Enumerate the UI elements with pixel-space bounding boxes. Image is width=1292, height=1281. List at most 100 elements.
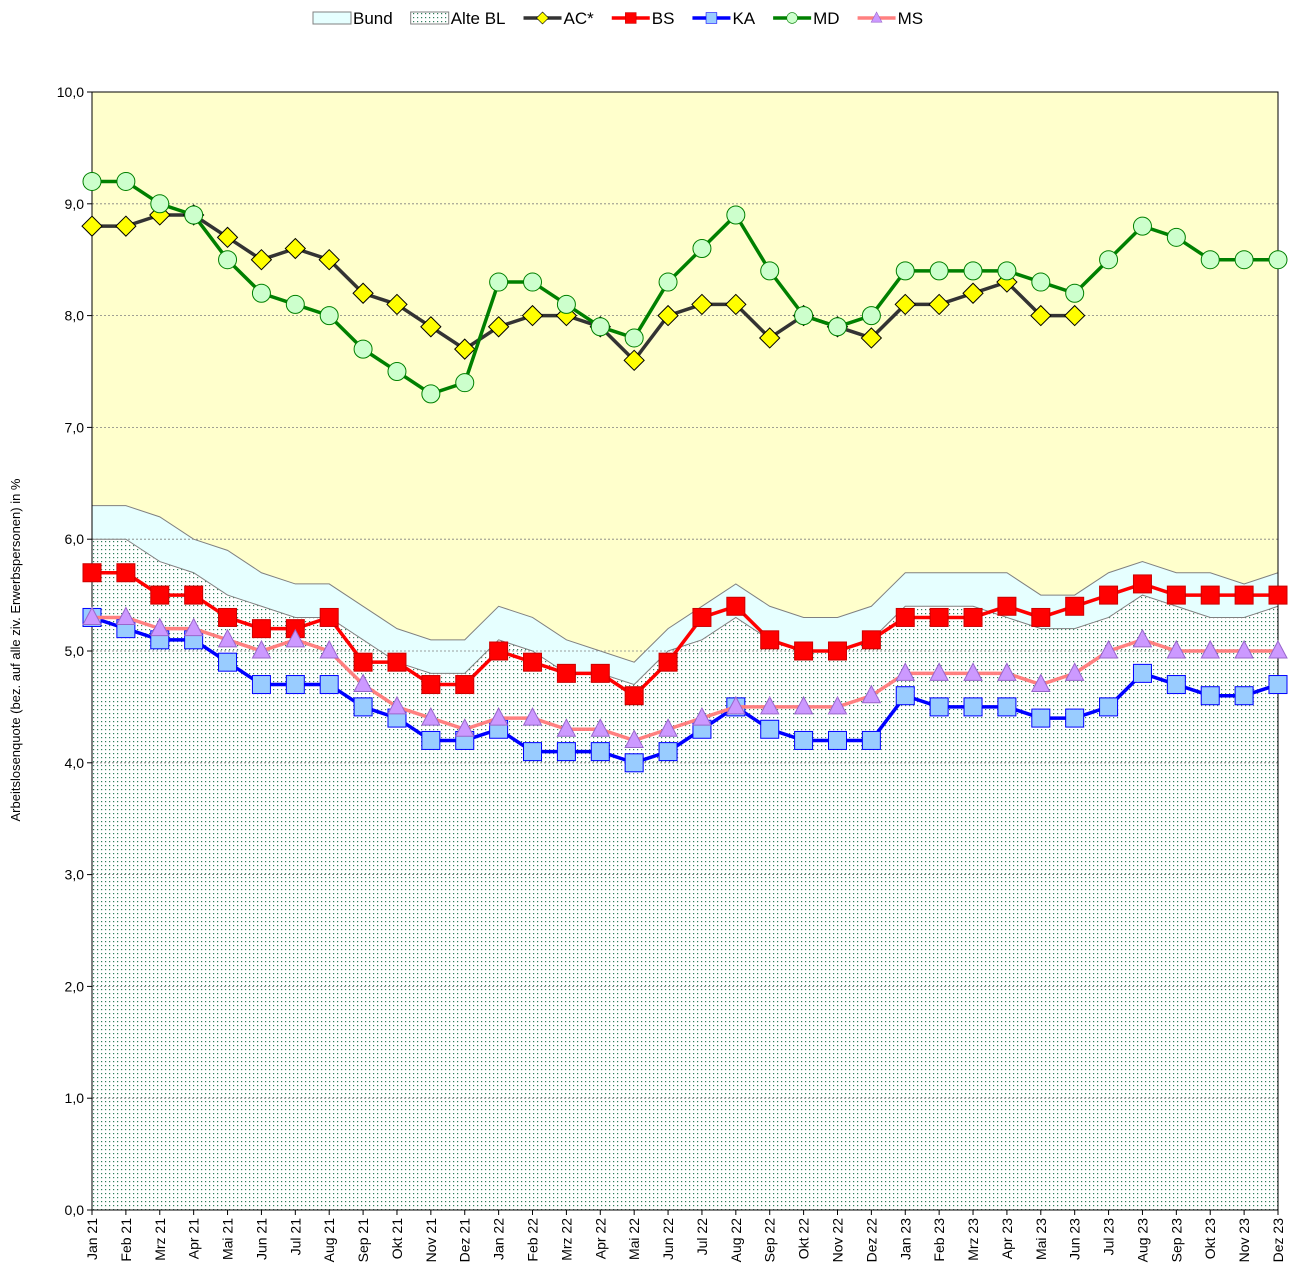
data-point	[692, 239, 712, 259]
data-point	[556, 718, 577, 737]
data-point	[1268, 675, 1288, 695]
legend-label: Bund	[353, 9, 393, 28]
data-point	[115, 215, 137, 237]
data-point	[861, 684, 882, 704]
data-point	[1234, 639, 1254, 659]
data-point	[1064, 662, 1085, 681]
data-point	[150, 585, 170, 605]
data-point	[217, 628, 238, 648]
data-point	[116, 171, 136, 191]
data-point	[150, 194, 170, 214]
x-tick-label: Jul 23	[1101, 1218, 1117, 1256]
data-point	[590, 742, 610, 762]
data-point	[521, 304, 544, 327]
data-point	[861, 630, 881, 650]
data-point	[793, 695, 814, 715]
data-point	[1166, 675, 1186, 695]
legend-marker	[625, 12, 637, 24]
y-tick-label: 3,0	[65, 867, 85, 883]
data-point	[794, 306, 814, 326]
data-point	[353, 652, 373, 672]
data-point	[692, 707, 712, 726]
data-point	[827, 695, 848, 715]
x-tick-label: Dez 23	[1270, 1218, 1286, 1263]
x-tick-label: Feb 22	[525, 1218, 541, 1262]
data-point	[319, 306, 339, 326]
data-point	[929, 697, 949, 717]
data-point	[1132, 663, 1152, 683]
y-tick-label: 2,0	[65, 978, 85, 994]
data-point	[352, 282, 374, 304]
data-point	[590, 663, 610, 683]
data-point	[421, 675, 441, 695]
x-tick-label: Jun 23	[1067, 1218, 1083, 1260]
data-point	[455, 373, 475, 393]
data-point	[963, 697, 983, 717]
data-point	[1234, 585, 1254, 605]
data-point	[250, 248, 273, 271]
y-tick-label: 1,0	[65, 1090, 85, 1106]
data-point	[82, 563, 102, 583]
data-point	[929, 662, 949, 681]
data-point	[759, 695, 780, 715]
y-tick-label: 7,0	[65, 419, 85, 435]
y-tick-label: 5,0	[65, 643, 85, 659]
x-tick-label: Dez 22	[863, 1218, 879, 1263]
data-point	[116, 563, 136, 583]
data-point	[1099, 585, 1119, 605]
legend-marker	[536, 11, 549, 25]
x-tick-label: Mai 22	[626, 1218, 642, 1260]
data-point	[184, 585, 204, 605]
data-point	[624, 753, 644, 773]
data-point	[760, 630, 780, 650]
x-tick-label: Okt 21	[389, 1218, 405, 1259]
data-point	[421, 730, 441, 750]
x-tick-label: Okt 22	[796, 1218, 812, 1259]
data-point	[318, 248, 340, 271]
data-point	[895, 261, 915, 281]
data-point	[1268, 585, 1288, 605]
legend-swatch	[410, 11, 450, 25]
data-point	[929, 607, 949, 627]
data-point	[386, 293, 408, 316]
data-point	[1031, 708, 1051, 728]
data-point	[216, 226, 239, 249]
data-point	[997, 261, 1017, 281]
data-point	[251, 283, 271, 303]
data-point	[1065, 596, 1085, 616]
data-point	[522, 707, 543, 726]
data-point	[251, 675, 271, 695]
x-tick-label: Mai 23	[1033, 1218, 1049, 1260]
legend-label: Alte BL	[451, 9, 506, 28]
data-point	[284, 237, 307, 260]
data-point	[794, 730, 814, 750]
data-point	[556, 742, 576, 762]
legend-label: KA	[732, 9, 755, 28]
data-point	[1063, 304, 1086, 327]
legend-marker	[705, 12, 718, 24]
legend-marker	[786, 12, 798, 24]
data-point	[827, 641, 847, 661]
data-point	[251, 639, 272, 659]
data-point	[1200, 639, 1221, 659]
data-point	[455, 675, 475, 695]
x-tick-label: Aug 23	[1134, 1218, 1150, 1263]
y-tick-label: 8,0	[65, 308, 85, 324]
y-tick-label: 4,0	[65, 755, 85, 771]
legend-swatch	[312, 11, 352, 25]
legend-label: BS	[652, 9, 675, 28]
data-point	[894, 293, 916, 316]
x-tick-label: Jan 22	[491, 1218, 507, 1260]
data-point	[218, 652, 238, 672]
y-tick-label: 10,0	[57, 84, 84, 100]
data-point	[963, 261, 983, 281]
data-point	[353, 697, 373, 717]
x-tick-label: Dez 21	[457, 1218, 473, 1263]
data-point	[1166, 585, 1186, 605]
data-point	[1031, 272, 1051, 292]
data-point	[183, 617, 204, 637]
data-point	[624, 328, 644, 348]
x-tick-label: Sep 21	[355, 1218, 371, 1263]
x-tick-label: Nov 22	[829, 1218, 845, 1263]
